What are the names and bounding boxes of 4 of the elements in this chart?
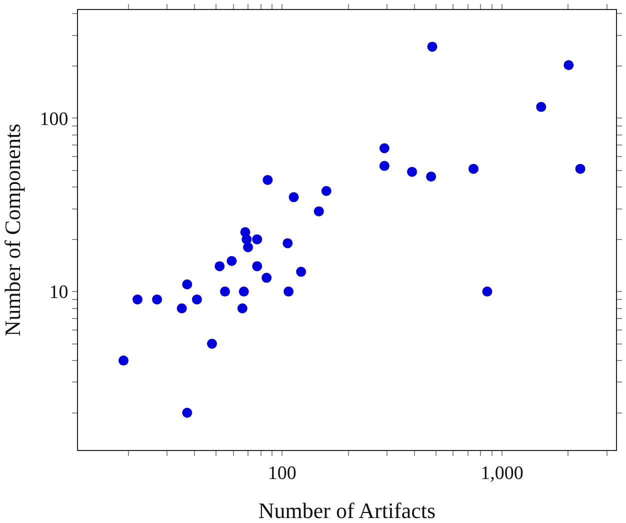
y-tick-label: 10 bbox=[49, 282, 68, 304]
y-axis-title: Number of Components bbox=[0, 124, 25, 336]
x-tick-label: 1,000 bbox=[480, 462, 524, 484]
x-axis-title: Number of Artifacts bbox=[258, 498, 436, 523]
